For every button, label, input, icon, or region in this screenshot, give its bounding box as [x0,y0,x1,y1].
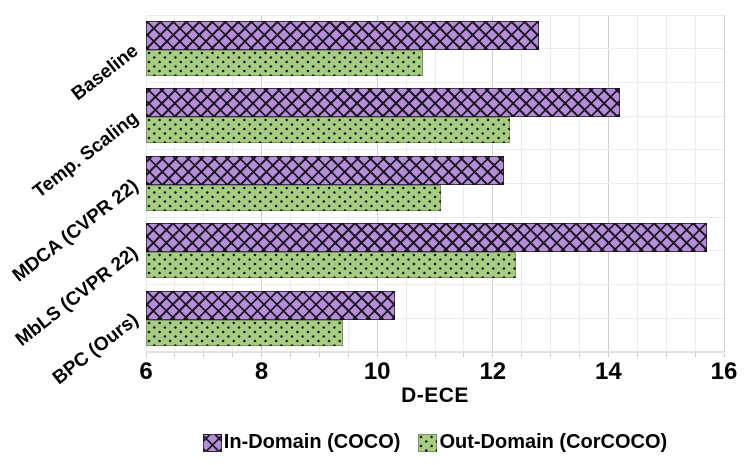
legend-swatch-out-domain-icon [418,433,438,452]
bar-in-domain-mbls-cvpr-22 [146,223,707,253]
gridline-horizontal [146,284,724,286]
bar-in-domain-bpc-ours [146,290,395,320]
bar-out-domain-temp-scaling [146,117,511,144]
x-axis-tick-mark [203,353,205,357]
y-axis-label: Baseline [67,40,143,105]
x-axis-tick-mark [492,353,494,357]
x-axis-tick-label: 6 [139,358,153,385]
legend-label-out-domain: Out-Domain (CorCOCO) [439,431,668,453]
x-axis-tick-mark [607,353,609,357]
x-axis-tick-mark [636,353,638,357]
x-axis-tick-mark [665,353,667,357]
x-axis-line [146,351,724,353]
x-axis-tick-mark [434,353,436,357]
x-axis-tick-label: 12 [479,358,507,385]
x-axis-tick-label: 10 [363,358,391,385]
bar-out-domain-bpc-ours [146,319,343,346]
x-axis-tick-mark [145,353,147,357]
x-axis-tick-mark [261,353,263,357]
legend-swatch-in-domain-icon [202,433,222,452]
x-axis-tick-mark [723,353,725,357]
bar-out-domain-mdca-cvpr-22 [146,184,441,211]
legend: In-Domain (COCO) Out-Domain (CorCOCO) [146,431,724,454]
x-axis-tick-mark [521,353,523,357]
bar-in-domain-mdca-cvpr-22 [146,155,505,185]
gridline-vertical [723,15,725,352]
x-axis-tick-mark [550,353,552,357]
x-axis-tick-label: 8 [254,358,269,385]
x-axis-tick-label: 14 [595,358,622,385]
x-axis-tick-mark [347,353,349,357]
x-axis-tick-mark [290,353,291,357]
x-axis-tick-mark [376,353,378,357]
legend-entry-out-domain: Out-Domain (CorCOCO) [418,431,667,454]
x-axis-tick-mark [579,353,580,357]
bar-in-domain-baseline [146,21,540,50]
x-axis-tick-mark [405,353,407,357]
bar-in-domain-temp-scaling [146,88,620,118]
x-axis-tick-mark [174,353,176,357]
gridline-horizontal [146,317,724,319]
bars-layer [146,15,724,352]
gridline-horizontal [146,149,724,151]
plot-area [145,15,725,357]
bar-out-domain-baseline [146,50,424,76]
x-axis-tick-mark [463,353,465,357]
bar-out-domain-mbls-cvpr-22 [146,252,516,279]
x-axis-tick-mark [694,353,696,357]
gridline-horizontal [146,216,724,218]
x-axis-tick-label: 16 [710,358,738,385]
x-axis-tick-mark [318,353,320,357]
x-axis-title: D-ECE [401,384,469,407]
gridline-horizontal [146,15,724,16]
x-axis-tick-mark [232,353,234,357]
legend-label-in-domain: In-Domain (COCO) [223,431,401,453]
legend-entry-in-domain: In-Domain (COCO) [202,431,401,454]
gridline-horizontal [146,81,724,83]
